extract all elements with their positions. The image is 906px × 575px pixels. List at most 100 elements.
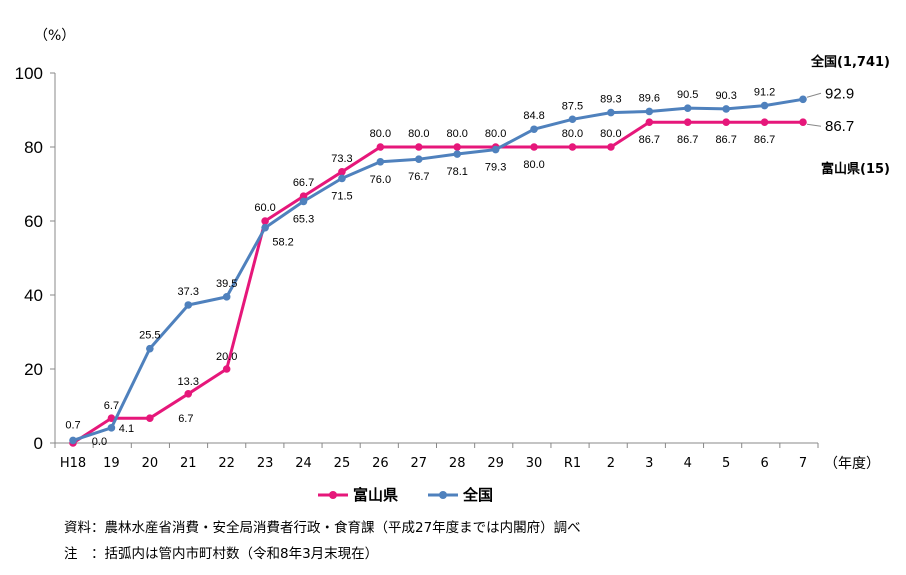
data-label-national: 65.3 (293, 213, 314, 225)
data-point-national (760, 101, 769, 110)
data-label-toyama: 80.0 (600, 128, 621, 140)
x-tick-label: 24 (295, 456, 312, 471)
series-line-toyama (72, 120, 803, 445)
x-tick-label: 26 (372, 456, 389, 471)
y-tick-label: 40 (24, 286, 43, 305)
data-label-toyama: 0.0 (92, 436, 107, 448)
series-line-national (72, 97, 804, 442)
data-point-national (146, 344, 154, 353)
data-point-national (722, 105, 730, 113)
leader-line-toyama (806, 123, 822, 127)
data-label-toyama: 80.0 (523, 159, 544, 171)
data-point-national (453, 150, 462, 158)
data-point-toyama (184, 389, 193, 398)
x-tick-label: 21 (180, 456, 197, 471)
data-labels: 6.7 6.7 13.3 20.0 60.0 66.7 73.3 80.0 80.0 80.0 80… (65, 54, 890, 448)
data-label-toyama: 80.0 (485, 128, 506, 140)
x-tick-label: 7 (799, 456, 807, 471)
x-tick-label: 20 (142, 456, 159, 471)
x-tick-label: 4 (684, 456, 692, 471)
data-label-national: 37.3 (178, 286, 199, 298)
data-label-toyama: 6.7 (104, 400, 119, 412)
data-label-national: 91.2 (754, 87, 775, 99)
data-point-national (184, 301, 193, 309)
data-label-toyama: 60.0 (254, 202, 275, 214)
data-label-toyama: 86.7 (639, 134, 660, 146)
data-point-national (414, 155, 423, 164)
data-point-national (69, 436, 77, 445)
x-tick-label: 5 (722, 456, 730, 471)
data-label-toyama: 86.7 (715, 134, 736, 146)
data-point-toyama (799, 118, 807, 127)
y-tick-label: 80 (24, 138, 43, 157)
x-tick-label: 22 (218, 456, 235, 471)
x-tick-label: 27 (411, 456, 428, 471)
data-label-toyama: 80.0 (408, 128, 429, 140)
data-point-toyama (222, 365, 231, 373)
legend-marker-toyama (329, 491, 337, 499)
data-point-toyama (376, 143, 385, 151)
data-label-toyama: 6.7 (178, 413, 193, 425)
data-label-national: 87.5 (562, 100, 583, 112)
data-label-national: 89.3 (600, 94, 621, 106)
data-label-national: 90.3 (715, 90, 736, 102)
data-label-national: 39.5 (216, 278, 237, 290)
data-point-toyama (338, 167, 346, 176)
end-value-label-national: 92.9 (825, 85, 854, 102)
x-tick-label: 25 (334, 456, 351, 471)
data-point-national (491, 145, 500, 154)
x-axis-unit-label: （年度） (824, 456, 880, 472)
data-point-national (645, 107, 654, 116)
data-point-toyama (146, 414, 154, 423)
data-point-national (222, 293, 231, 301)
data-label-national: 84.8 (523, 110, 544, 122)
chart-axes (54, 73, 818, 444)
x-tick-label: H18 (60, 456, 86, 471)
data-point-toyama (107, 414, 116, 423)
data-point-toyama (760, 118, 769, 127)
data-label-toyama: 86.7 (677, 134, 698, 146)
y-tick-label: 60 (24, 212, 43, 231)
data-label-national: 79.3 (485, 162, 506, 174)
footnote: 注 ：括弧内は管内市町村数（令和8年3月末現在） (64, 546, 379, 562)
data-point-national (568, 115, 577, 124)
series-name-national: 全国(1,741) (810, 54, 890, 70)
data-label-toyama: 73.3 (331, 153, 352, 165)
data-label-national: 0.7 (65, 419, 80, 431)
x-tick-label: 29 (487, 456, 504, 471)
x-tick-label: 30 (526, 456, 543, 471)
data-label-toyama: 66.7 (293, 177, 314, 189)
y-tick-label: 100 (15, 64, 43, 83)
legend-label-toyama: 富山県 (353, 486, 398, 504)
data-point-toyama (645, 118, 654, 127)
data-label-toyama: 13.3 (178, 376, 199, 388)
data-point-national (607, 108, 615, 117)
data-point-toyama (414, 143, 423, 151)
data-label-toyama: 20.0 (216, 351, 237, 363)
data-point-national (530, 125, 538, 134)
data-point-national (299, 197, 308, 206)
data-label-national: 4.1 (119, 423, 134, 435)
data-label-toyama: 80.0 (370, 128, 391, 140)
data-label-national: 58.2 (272, 237, 293, 249)
data-label-national: 76.0 (370, 174, 391, 186)
series-layer (69, 95, 807, 447)
data-label-toyama: 86.7 (754, 134, 775, 146)
data-point-toyama (607, 143, 615, 151)
data-point-toyama (568, 143, 577, 151)
data-label-toyama: 80.0 (446, 128, 467, 140)
data-point-national (683, 104, 692, 112)
x-tick-label: 3 (645, 456, 653, 471)
x-tick-label: 19 (103, 456, 120, 471)
y-tick-label: 20 (24, 360, 43, 379)
data-label-toyama: 80.0 (562, 128, 583, 140)
data-point-national (107, 424, 116, 432)
y-tick-label: 0 (34, 434, 43, 453)
data-label-national: 76.7 (408, 171, 429, 183)
data-point-toyama (261, 217, 269, 225)
x-tick-label: 6 (760, 456, 768, 471)
data-point-toyama (683, 118, 692, 127)
data-label-national: 25.5 (139, 330, 160, 342)
data-point-national (338, 174, 346, 183)
